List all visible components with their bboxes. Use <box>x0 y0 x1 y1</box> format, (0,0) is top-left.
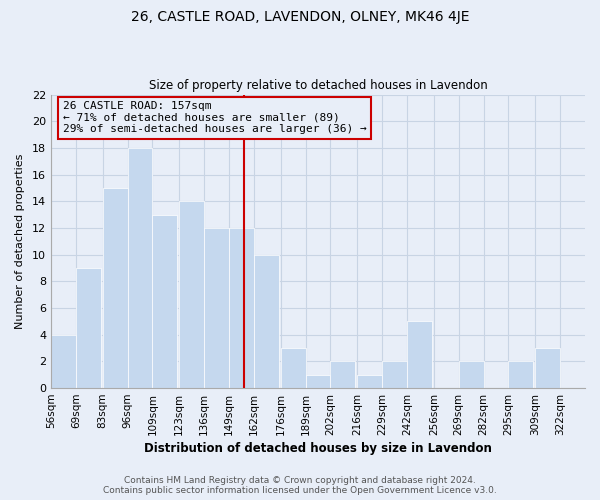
Y-axis label: Number of detached properties: Number of detached properties <box>15 154 25 329</box>
Text: 26 CASTLE ROAD: 157sqm
← 71% of detached houses are smaller (89)
29% of semi-det: 26 CASTLE ROAD: 157sqm ← 71% of detached… <box>62 101 366 134</box>
Bar <box>254 254 279 388</box>
Bar <box>331 362 355 388</box>
Title: Size of property relative to detached houses in Lavendon: Size of property relative to detached ho… <box>149 79 487 92</box>
Bar <box>508 362 533 388</box>
Bar <box>458 362 484 388</box>
Bar <box>76 268 101 388</box>
Bar <box>382 362 407 388</box>
Bar <box>305 374 331 388</box>
Text: 26, CASTLE ROAD, LAVENDON, OLNEY, MK46 4JE: 26, CASTLE ROAD, LAVENDON, OLNEY, MK46 4… <box>131 10 469 24</box>
Bar <box>204 228 229 388</box>
X-axis label: Distribution of detached houses by size in Lavendon: Distribution of detached houses by size … <box>144 442 492 455</box>
Bar <box>229 228 254 388</box>
Bar <box>152 214 178 388</box>
Bar <box>179 202 204 388</box>
Bar <box>281 348 305 388</box>
Bar <box>535 348 560 388</box>
Bar <box>103 188 128 388</box>
Bar <box>407 322 432 388</box>
Bar <box>128 148 152 388</box>
Text: Contains HM Land Registry data © Crown copyright and database right 2024.
Contai: Contains HM Land Registry data © Crown c… <box>103 476 497 495</box>
Bar <box>357 374 382 388</box>
Bar <box>51 334 76 388</box>
